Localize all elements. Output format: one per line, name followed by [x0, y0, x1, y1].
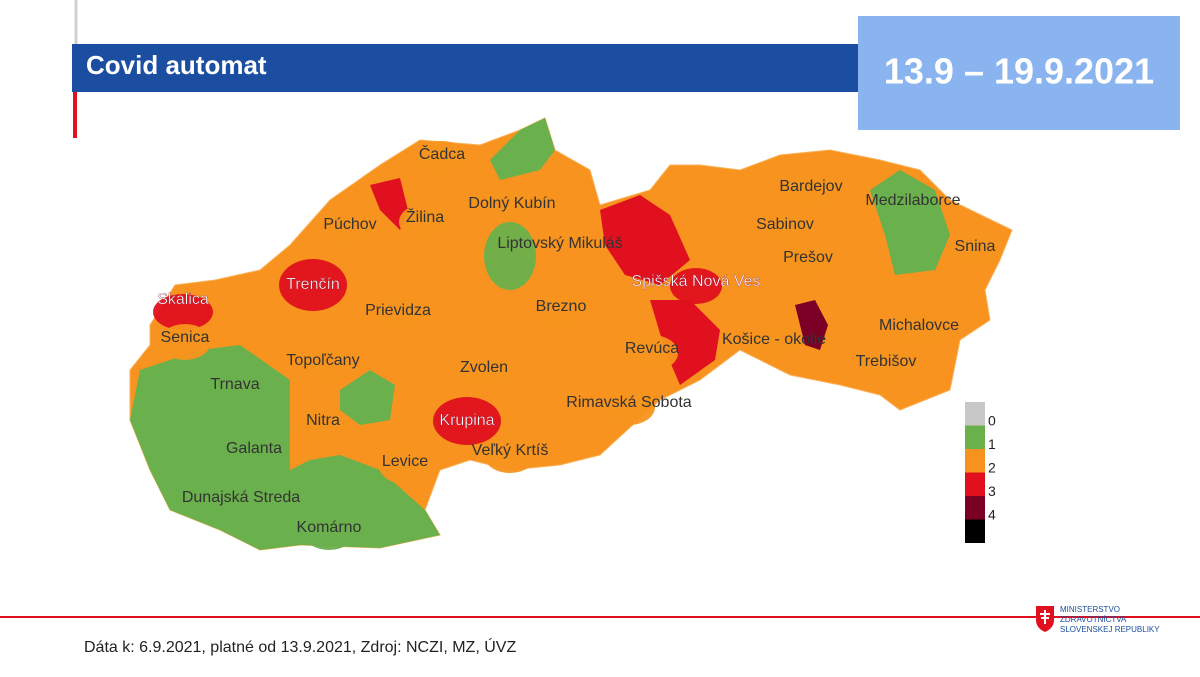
region-fill — [490, 118, 555, 180]
district-area — [535, 293, 587, 329]
legend: 0 1 2 3 4 — [965, 402, 996, 543]
district-label: Liptovský Mikuláš — [497, 235, 622, 252]
district-label: Púchov — [323, 216, 376, 233]
district-area — [153, 294, 213, 330]
district-label: Michalovce — [879, 317, 959, 334]
district-label: Prievidza — [365, 302, 431, 319]
district-label: Topoľčany — [286, 352, 359, 369]
district-label: Brezno — [536, 298, 587, 315]
coat-of-arms-cross — [1040, 610, 1050, 624]
district-area — [759, 211, 811, 247]
district-layer: Čadca Žilina Púchov Dolný Kubín Liptovský Mi… — [153, 141, 1001, 550]
district-area — [279, 259, 347, 311]
district-label: Nitra — [306, 412, 340, 429]
title-bar — [72, 44, 872, 92]
district-label: Trenčín — [286, 276, 340, 293]
district-label: Senica — [161, 329, 210, 346]
district-label: Levice — [382, 453, 428, 470]
date-range: 13.9 – 19.9.2021 — [884, 51, 1154, 92]
district-area — [433, 397, 501, 445]
legend-swatch — [965, 472, 985, 496]
region-fill — [370, 178, 408, 230]
district-label: Veľký Krtíš — [472, 442, 549, 459]
district-area — [603, 389, 655, 425]
ministry-logo: MINISTERSTVO ZDRAVOTNÍCTVA SLOVENSKEJ RE… — [1036, 605, 1160, 634]
district-area — [303, 514, 355, 550]
ministry-text: ZDRAVOTNÍCTVA — [1060, 615, 1127, 624]
district-area — [458, 354, 510, 390]
legend-swatch — [965, 449, 985, 473]
legend-label: 2 — [988, 460, 996, 476]
district-label: Komárno — [297, 519, 362, 536]
district-label: Prešov — [783, 249, 833, 266]
district-area — [860, 348, 912, 384]
district-area — [324, 211, 376, 247]
district-label: Košice - okolie — [722, 331, 826, 348]
region-fill — [340, 370, 395, 425]
district-area — [626, 335, 678, 371]
district-label: Medzilaborce — [865, 192, 960, 209]
district-area — [416, 141, 468, 177]
district-label: Žilina — [406, 207, 444, 226]
region-fill — [600, 195, 690, 285]
district-label: Dunajská Streda — [182, 489, 300, 506]
date-box — [858, 16, 1180, 130]
district-area — [484, 437, 536, 473]
legend-label: 3 — [988, 483, 996, 499]
legend-label: 1 — [988, 436, 996, 452]
district-area — [228, 435, 280, 471]
district-area — [484, 222, 536, 290]
district-label: Trebišov — [856, 353, 917, 370]
district-area — [159, 324, 211, 360]
district-label: Zvolen — [460, 359, 508, 376]
district-label: Sabinov — [756, 216, 814, 233]
source-note: Dáta k: 6.9.2021, platné od 13.9.2021, Z… — [84, 637, 516, 656]
legend-swatch — [965, 496, 985, 520]
district-area — [893, 312, 945, 348]
legend-swatch — [965, 519, 985, 543]
district-label: Revúca — [625, 340, 679, 357]
district-label: Skalica — [157, 291, 209, 308]
district-area — [379, 448, 431, 484]
district-area — [785, 173, 837, 209]
district-label: Rimavská Sobota — [566, 394, 691, 411]
legend-label: 4 — [988, 507, 996, 523]
district-label: Galanta — [226, 440, 282, 457]
district-label: Trnava — [210, 376, 259, 393]
district-label: Spišská Nová Ves — [632, 273, 761, 290]
ministry-text: SLOVENSKEJ REPUBLIKY — [1060, 625, 1160, 634]
title: Covid automat — [86, 50, 267, 80]
district-area — [486, 190, 538, 226]
district-area — [949, 233, 1001, 269]
district-area — [297, 407, 349, 443]
district-area — [399, 204, 451, 240]
district-label: Snina — [955, 238, 996, 255]
district-label: Bardejov — [779, 178, 842, 195]
district-area — [782, 244, 834, 280]
district-area — [195, 355, 275, 415]
ministry-text: MINISTERSTVO — [1060, 605, 1120, 614]
region-fill — [650, 300, 720, 385]
legend-swatch — [965, 425, 985, 449]
region-fill — [795, 300, 828, 350]
district-area — [372, 297, 424, 333]
district-area — [748, 326, 800, 362]
legend-swatch — [965, 402, 985, 426]
district-area — [887, 187, 939, 223]
district-area — [215, 484, 267, 520]
district-area — [670, 268, 722, 304]
district-label: Čadca — [419, 144, 465, 163]
district-area — [297, 347, 349, 383]
district-label: Dolný Kubín — [468, 195, 555, 212]
district-label: Krupina — [439, 412, 494, 429]
legend-label: 0 — [988, 413, 996, 429]
